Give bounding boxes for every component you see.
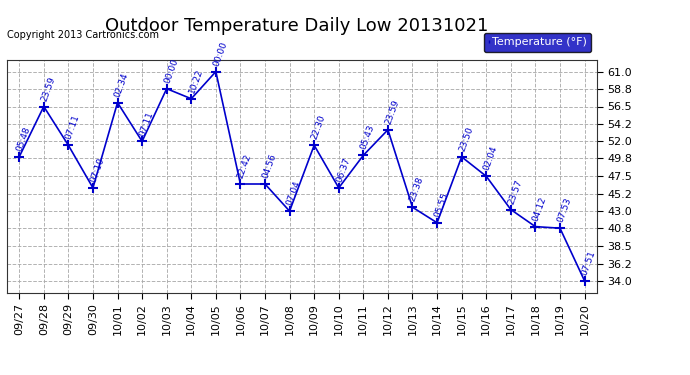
Text: 07:11: 07:11 [138,110,155,137]
Text: 05:55: 05:55 [433,191,450,219]
Text: 23:57: 23:57 [506,178,524,206]
Text: Copyright 2013 Cartronics.com: Copyright 2013 Cartronics.com [7,30,159,40]
Text: 07:10: 07:10 [88,156,106,184]
Text: 07:51: 07:51 [580,249,598,277]
Text: 00:00: 00:00 [162,57,179,84]
Legend: Temperature (°F): Temperature (°F) [484,33,591,52]
Text: 05:43: 05:43 [359,124,376,151]
Text: 23:59: 23:59 [384,98,401,126]
Text: 23:38: 23:38 [408,176,426,203]
Text: 02:34: 02:34 [113,71,130,99]
Text: 22:30: 22:30 [310,114,327,141]
Text: 00:00: 00:00 [212,40,229,68]
Text: 05:48: 05:48 [15,125,32,153]
Text: 07:04: 07:04 [285,180,302,207]
Text: 04:56: 04:56 [261,153,278,180]
Text: 23:59: 23:59 [39,75,57,102]
Text: 22:42: 22:42 [236,153,253,180]
Text: 07:11: 07:11 [64,114,81,141]
Text: 23:50: 23:50 [457,125,475,153]
Text: 07:53: 07:53 [555,196,573,224]
Text: 02:04: 02:04 [482,145,499,172]
Text: Outdoor Temperature Daily Low 20131021: Outdoor Temperature Daily Low 20131021 [105,17,489,35]
Text: 04:12: 04:12 [531,195,549,222]
Text: 06:37: 06:37 [335,156,352,184]
Text: 10:22: 10:22 [187,68,204,94]
